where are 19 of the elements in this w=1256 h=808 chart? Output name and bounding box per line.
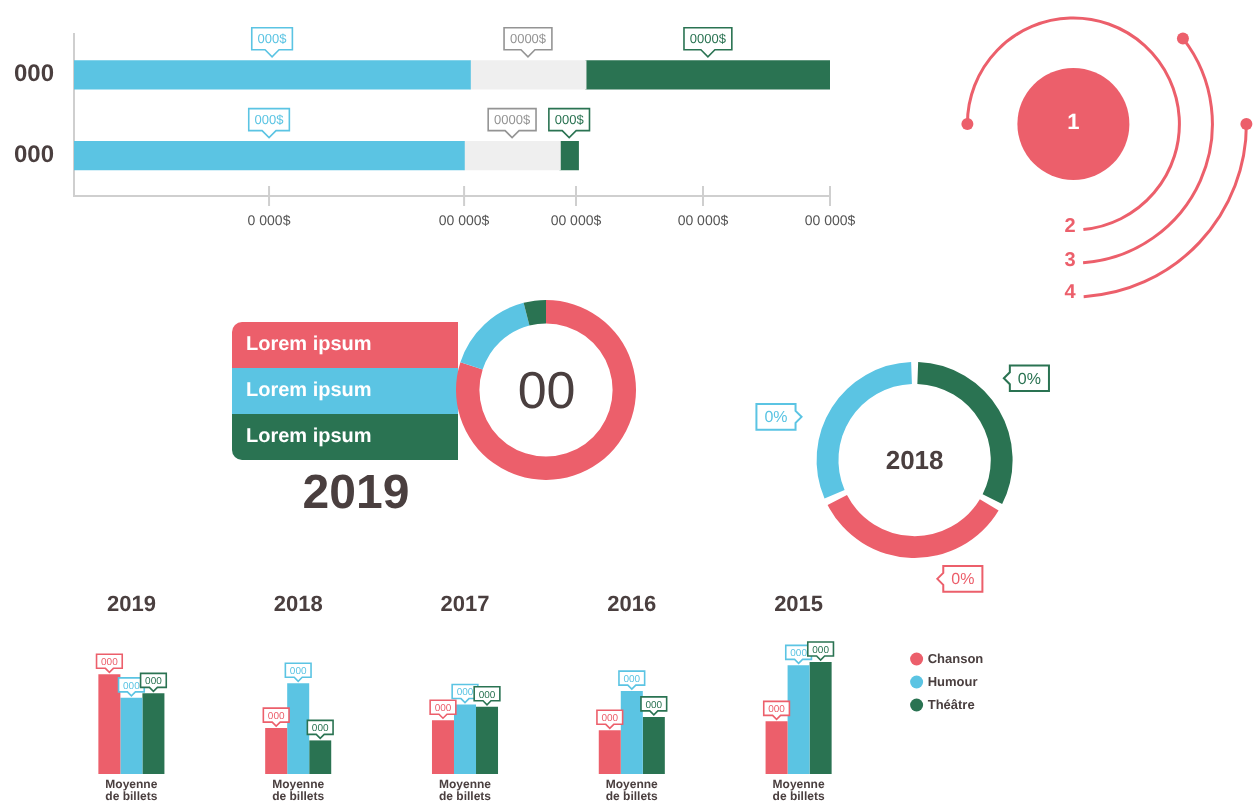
legend-label: Lorem ipsum [246,333,372,355]
text: 3 [1064,249,1076,272]
text: 0% [951,570,975,589]
x-tick-label: 2017 [440,592,490,617]
text: 2019 [302,466,410,520]
x-tick-label: 2015 [774,592,824,617]
x-tick-label: 2018 [273,592,323,617]
bar [469,60,587,90]
text: 4 [1064,281,1076,304]
x-tick-label: 2019 [106,592,156,617]
legend-label: Lorem ipsum [246,379,372,401]
text: 00 [517,360,576,420]
text: 1 [1067,111,1080,135]
text: 0% [764,408,788,427]
text: 2 [1064,216,1076,238]
legend-label: Lorem ipsum [246,425,372,447]
x-tick-label: 2016 [607,592,657,617]
text: 2018 [885,445,944,475]
text: 0% [1017,369,1041,388]
